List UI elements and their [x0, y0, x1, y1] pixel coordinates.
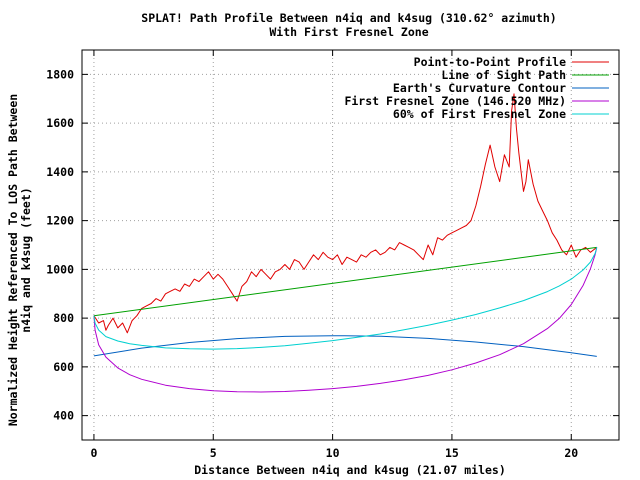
x-axis-label: Distance Between n4iq and k4sug (21.07 m…: [194, 463, 506, 477]
legend-label: Line of Sight Path: [441, 68, 566, 82]
plot-frame: [81, 49, 620, 441]
x-tick-label: 10: [326, 446, 340, 460]
chart-subtitle: With First Fresnel Zone: [269, 25, 428, 39]
series-line-3: [93, 247, 598, 393]
y-axis-label-line1: Normalized Height Referenced To LOS Path…: [6, 94, 20, 426]
y-tick-label: 1000: [46, 262, 74, 276]
x-tick-label: 20: [564, 446, 578, 460]
series-line-4: [93, 247, 598, 350]
y-tick-label: 1600: [46, 116, 74, 130]
series-lines: [93, 93, 598, 393]
series-line-0: [93, 93, 598, 334]
legend-label: Point-to-Point Profile: [414, 55, 566, 69]
legend-label: First Fresnel Zone (146.520 MHz): [344, 94, 566, 108]
legend-label: 60% of First Fresnel Zone: [393, 107, 566, 121]
y-axis-label-line2: n4iq and k4sug (feet): [19, 187, 33, 332]
y-tick-label: 1200: [46, 214, 74, 228]
y-axis-label-group: Normalized Height Referenced To LOS Path…: [6, 94, 33, 426]
series-line-1: [93, 246, 597, 317]
x-tick-label: 5: [210, 446, 217, 460]
y-tick-label: 800: [53, 311, 74, 325]
y-tick-label: 600: [53, 360, 74, 374]
x-tick-label: 15: [445, 446, 459, 460]
y-tick-label: 1400: [46, 165, 74, 179]
grid-lines: [82, 50, 619, 440]
legend-label: Earth's Curvature Contour: [393, 81, 566, 95]
chart-title: SPLAT! Path Profile Between n4iq and k4s…: [141, 11, 556, 25]
y-tick-label: 400: [53, 409, 74, 423]
y-tick-label: 1800: [46, 67, 74, 81]
x-tick-label: 0: [90, 446, 97, 460]
axis-ticks: 0 5 10 15 20 400 600 800 1000 1200 1400 1600 1800: [46, 50, 619, 460]
series-line-2: [93, 335, 597, 357]
